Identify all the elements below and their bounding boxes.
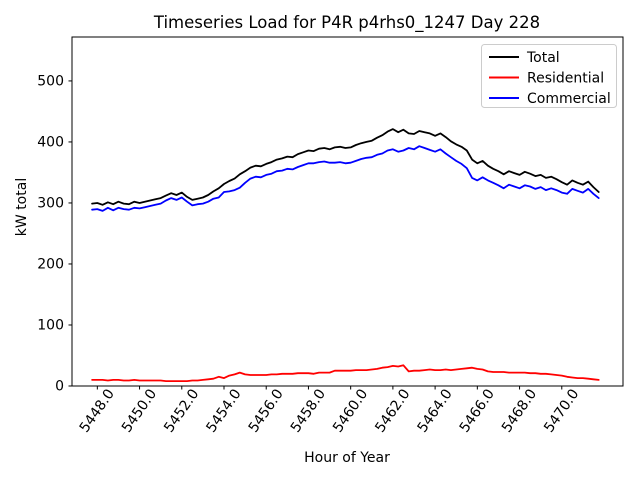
y-tick-label: 200 <box>37 256 64 272</box>
legend-box <box>481 44 617 108</box>
x-tick-label: 5448.0 <box>77 386 118 435</box>
y-tick-label: 400 <box>37 134 64 150</box>
x-tick-label: 5454.0 <box>203 386 244 435</box>
x-tick-label: 5450.0 <box>119 386 160 435</box>
x-tick-label: 5470.0 <box>541 386 582 435</box>
legend: Total Residential Commercial <box>481 44 617 108</box>
y-axis: 0 100 200 300 400 500 <box>37 73 72 395</box>
y-tick-label: 0 <box>55 379 64 395</box>
y-tick-label: 100 <box>37 317 64 333</box>
chart-title: Timeseries Load for P4R p4rhs0_1247 Day … <box>153 13 540 33</box>
series-line-total <box>91 128 600 206</box>
x-tick-label: 5452.0 <box>161 386 202 435</box>
x-axis: 5448.0 5450.0 5452.0 5454.0 5456.0 5458.0 5460… <box>77 386 582 436</box>
series-line-commercial <box>91 145 600 212</box>
x-axis-label: Hour of Year <box>304 450 390 466</box>
legend-label: Residential <box>527 71 604 87</box>
x-tick-label: 5458.0 <box>288 386 329 435</box>
plot-border <box>71 36 624 387</box>
legend-label: Commercial <box>527 91 611 107</box>
x-tick-label: 5462.0 <box>372 386 413 435</box>
x-tick-label: 5460.0 <box>330 386 371 435</box>
legend-label: Total <box>526 50 560 66</box>
y-axis-label: kW total <box>14 178 30 236</box>
x-tick-label: 5468.0 <box>499 386 540 435</box>
x-tick-label: 5464.0 <box>415 386 456 435</box>
series-group <box>91 128 600 383</box>
x-tick-label: 5456.0 <box>246 386 287 435</box>
y-tick-label: 300 <box>37 195 64 211</box>
y-tick-label: 500 <box>37 73 64 89</box>
series-line-residential <box>91 364 600 383</box>
x-tick-label: 5466.0 <box>457 386 498 435</box>
